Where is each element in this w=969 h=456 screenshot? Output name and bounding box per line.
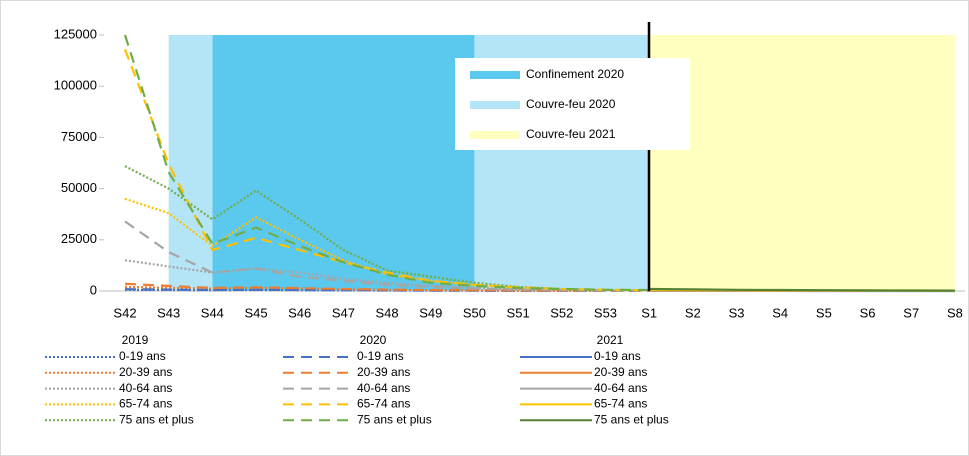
series-line [124, 220, 650, 292]
legend-label: 0-19 ans [594, 349, 641, 363]
x-tick-label: S52 [550, 305, 573, 320]
x-tick-label: S50 [463, 305, 486, 320]
x-tick-label: S7 [903, 305, 919, 320]
x-tick-label: S51 [507, 305, 530, 320]
legend-label: 65-74 ans [357, 397, 410, 411]
series-line [649, 287, 955, 292]
band-legend-label: Confinement 2020 [526, 67, 624, 81]
x-tick-label: S45 [244, 305, 267, 320]
band-legend-swatch [470, 101, 520, 109]
legend-label: 20-39 ans [119, 365, 172, 379]
y-tick-label: 125000 [54, 26, 97, 41]
x-tick-label: S5 [816, 305, 832, 320]
y-tick-label: 25000 [61, 231, 97, 246]
legend-label: 40-64 ans [594, 381, 647, 395]
band-legend-swatch [470, 71, 520, 79]
band-legend-label: Couvre-feu 2021 [526, 127, 616, 141]
series-line [124, 197, 606, 292]
legend-group-title: 2020 [360, 333, 387, 347]
legend-label: 40-64 ans [119, 381, 172, 395]
legend-group-title: 2021 [597, 333, 624, 347]
x-tick-label: S8 [947, 305, 963, 320]
series-line [124, 165, 606, 292]
x-tick-label: S4 [772, 305, 788, 320]
legend-label: 75 ans et plus [594, 412, 669, 426]
y-tick-label: 100000 [54, 78, 97, 93]
series-line [123, 34, 650, 292]
legend-label: 65-74 ans [594, 397, 647, 411]
x-tick-label: S1 [641, 305, 657, 320]
series-line [123, 48, 650, 292]
legend-label: 0-19 ans [357, 349, 404, 363]
x-tick-label: S6 [860, 305, 876, 320]
x-tick-label: S48 [376, 305, 399, 320]
band [212, 35, 475, 291]
legend-label: 75 ans et plus [119, 412, 194, 426]
x-tick-label: S47 [332, 305, 355, 320]
legend-label: 20-39 ans [594, 365, 647, 379]
series-line [124, 259, 606, 292]
legend-label: 75 ans et plus [357, 412, 432, 426]
band [649, 35, 955, 291]
band-legend: Confinement 2020 Couvre-feu 2020 Couvre-fe… [470, 67, 624, 141]
x-tick-label: S43 [157, 305, 180, 320]
y-tick-label: 50000 [61, 180, 97, 195]
y-tick-label: 75000 [61, 129, 97, 144]
lines [123, 34, 955, 293]
x-tick-label: S42 [113, 305, 136, 320]
x-tick-label: S3 [729, 305, 745, 320]
legend-label: 0-19 ans [119, 349, 166, 363]
x-tick-label: S53 [594, 305, 617, 320]
band-legend-label: Couvre-feu 2020 [526, 97, 616, 111]
y-tick-label: 0 [90, 282, 97, 297]
legend-group-title: 2019 [122, 333, 149, 347]
x-tick-label: S44 [201, 305, 224, 320]
axes: 0 25000 50000 75000 100000 125000 S42 S43 S44 S45… [54, 26, 965, 320]
x-tick-label: S46 [288, 305, 311, 320]
x-tick-label: S49 [419, 305, 442, 320]
x-tick-label: S2 [685, 305, 701, 320]
band-legend-swatch [470, 131, 520, 139]
legend-label: 65-74 ans [119, 397, 172, 411]
legend-label: 20-39 ans [357, 365, 410, 379]
band [168, 35, 213, 291]
legend-label: 40-64 ans [357, 381, 410, 395]
